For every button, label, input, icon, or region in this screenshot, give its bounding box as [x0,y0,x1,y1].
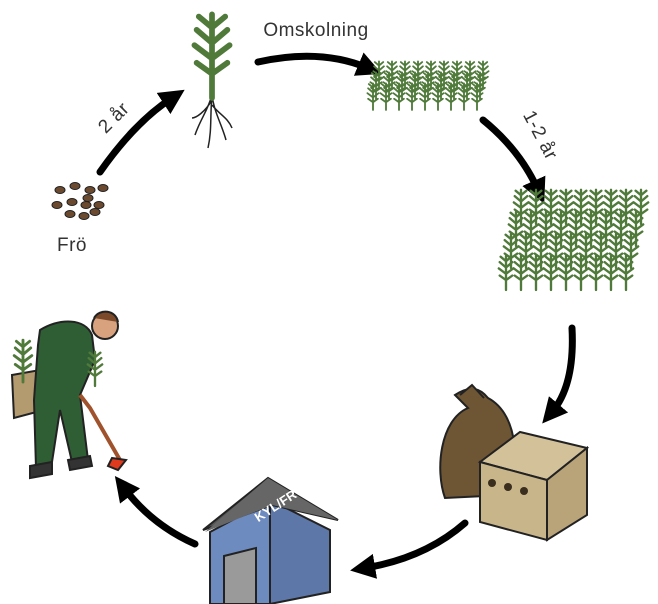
seedling-bed [367,61,488,110]
seed [52,202,62,209]
plant [432,83,443,110]
arrow [365,523,465,568]
arrow [124,488,195,544]
seed [65,211,75,218]
plant [380,83,391,110]
seed [79,213,89,220]
page: {"labels": {"omskolning": "Omskolning", … [0,0,658,604]
plant-bed [499,190,648,290]
plant [406,83,417,110]
label-seed: Frö [57,235,87,256]
seed [90,209,100,216]
seed [55,187,65,194]
plant [458,83,469,110]
plant [445,83,456,110]
seed [85,187,95,194]
arrow [258,56,368,68]
seedling [192,14,232,148]
seed [81,202,91,209]
plant [471,83,482,110]
label-one-two-years: 1-2 år [518,107,561,163]
seed [70,183,80,190]
seed [94,202,104,209]
arrow [552,328,572,412]
diagram: Omskolning 2 år 1-2 år Frö KYL/FRYS [0,0,658,604]
seed [83,195,93,202]
seed [67,199,77,206]
plant [419,83,430,110]
plant [367,83,378,110]
planter [12,312,126,478]
storage-house: KYL/FRYS [203,477,338,604]
plant [393,83,404,110]
seed [98,185,108,192]
label-omskolning: Omskolning [263,20,368,41]
seeds [52,183,108,220]
